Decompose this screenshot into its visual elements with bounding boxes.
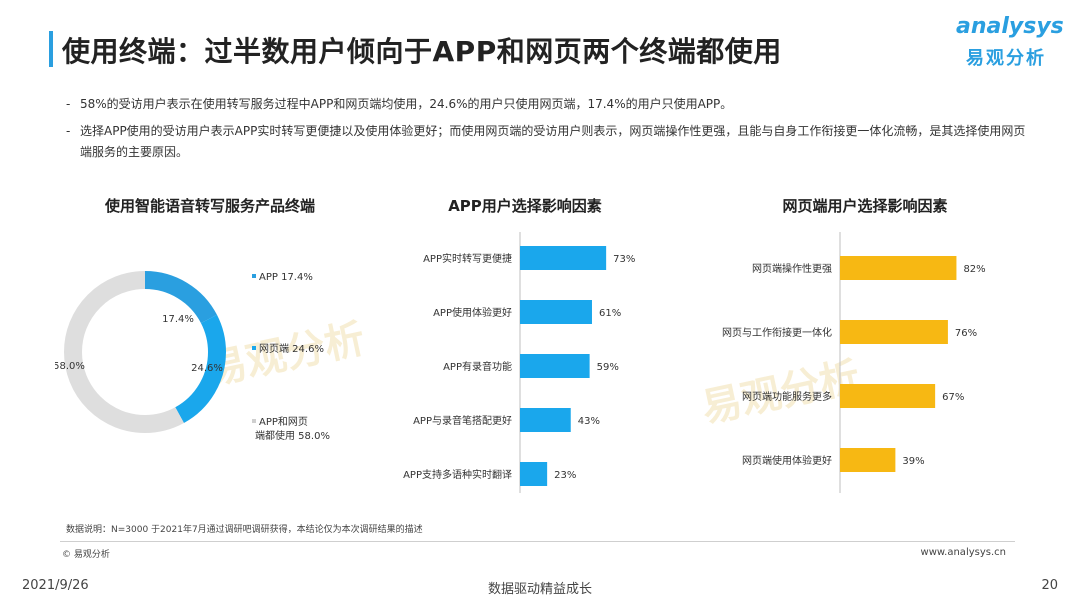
donut-data-label: 58.0% (55, 361, 85, 372)
legend-swatch (252, 274, 256, 278)
category-label: APP与录音笔搭配更好 (413, 414, 512, 427)
legend-label: 端都使用 58.0% (255, 429, 330, 442)
summary-bullets: - 58%的受访用户表示在使用转写服务过程中APP和网页端均使用，24.6%的用… (66, 94, 1026, 169)
legend-swatch (252, 419, 256, 423)
bullet-dash: - (66, 124, 71, 138)
legend-label: APP 17.4% (259, 272, 313, 283)
logo-chinese-name: 易观分析 (966, 48, 1046, 69)
logo-wordmark: analysys (956, 14, 1064, 39)
app-factors-bar-chart: APP实时转写更便捷 73% APP使用体验更好 61% APP有录音功能 59% APP与… (403, 232, 635, 493)
brand-logo: analysys 易观分析 (952, 14, 1064, 70)
bar (520, 354, 590, 378)
bar-value-label: 73% (613, 254, 635, 265)
bar (520, 300, 592, 324)
donut-chart: 17.4% 24.6% 58.0% APP 17.4% 网页端 24.6% APP和网页端… (55, 271, 330, 442)
donut-data-label: 17.4% (162, 314, 194, 325)
bar (520, 246, 607, 270)
bar-value-label: 43% (578, 416, 600, 427)
copyright: © 易观分析 (62, 550, 110, 560)
category-label: 网页端使用体验更好 (742, 454, 832, 467)
app-bar-chart-title: APP用户选择影响因素 (448, 197, 602, 215)
category-label: APP实时转写更便捷 (423, 252, 512, 265)
bar (840, 256, 957, 280)
summary-bullet: - 选择APP使用的受访用户表示APP实时转写更便捷以及使用体验更好；而使用网页… (66, 121, 1026, 163)
donut-ring (64, 271, 226, 433)
bar-value-label: 76% (955, 328, 977, 339)
category-label: APP使用体验更好 (433, 306, 512, 319)
bullet-text: 选择APP使用的受访用户表示APP实时转写更便捷以及使用体验更好；而使用网页端的… (80, 124, 1026, 159)
web-factors-bar-chart: 网页端操作性更强 82% 网页与工作衔接更一体化 76% 网页端功能服务更多 67% 网页端… (722, 232, 986, 493)
donut-data-label: 24.6% (191, 363, 223, 374)
page-title: 使用终端：过半数用户倾向于APP和网页两个终端都使用 (62, 35, 782, 68)
bar-value-label: 59% (597, 362, 619, 373)
legend-swatch (252, 346, 256, 350)
category-label: APP支持多语种实时翻译 (403, 468, 512, 481)
category-label: APP有录音功能 (443, 360, 512, 373)
report-date: 2021/9/26 (22, 578, 89, 593)
legend-label: APP和网页 (259, 416, 308, 428)
category-label: 网页端功能服务更多 (742, 390, 832, 403)
data-note: 数据说明：N=3000 于2021年7月通过调研吧调研获得，本结论仅为本次调研结… (66, 525, 423, 535)
donut-slice (64, 271, 226, 433)
bullet-text: 58%的受访用户表示在使用转写服务过程中APP和网页端均使用，24.6%的用户只… (80, 97, 733, 111)
page-number: 20 (1041, 578, 1058, 593)
bar (840, 320, 948, 344)
bar (520, 462, 548, 486)
bar (840, 448, 896, 472)
legend-label: 网页端 24.6% (259, 342, 324, 355)
title-accent-bar (49, 31, 53, 67)
bar-value-label: 82% (963, 264, 985, 275)
footer-divider (60, 541, 1015, 542)
bar-value-label: 61% (599, 308, 621, 319)
slogan: 数据驱动精益成长 (487, 582, 592, 597)
website-link[interactable]: www.analysys.cn (920, 547, 1006, 558)
summary-bullet: - 58%的受访用户表示在使用转写服务过程中APP和网页端均使用，24.6%的用… (66, 94, 1026, 115)
web-bar-chart-title: 网页端用户选择影响因素 (782, 197, 948, 215)
bar-value-label: 23% (554, 470, 576, 481)
bar-value-label: 67% (942, 392, 964, 403)
bullet-dash: - (66, 97, 71, 111)
category-label: 网页端操作性更强 (752, 262, 832, 275)
category-label: 网页与工作衔接更一体化 (722, 326, 832, 339)
bar (520, 408, 571, 432)
donut-slice (64, 271, 226, 433)
bar (840, 384, 936, 408)
bar-value-label: 39% (902, 456, 924, 467)
donut-chart-title: 使用智能语音转写服务产品终端 (104, 197, 315, 215)
